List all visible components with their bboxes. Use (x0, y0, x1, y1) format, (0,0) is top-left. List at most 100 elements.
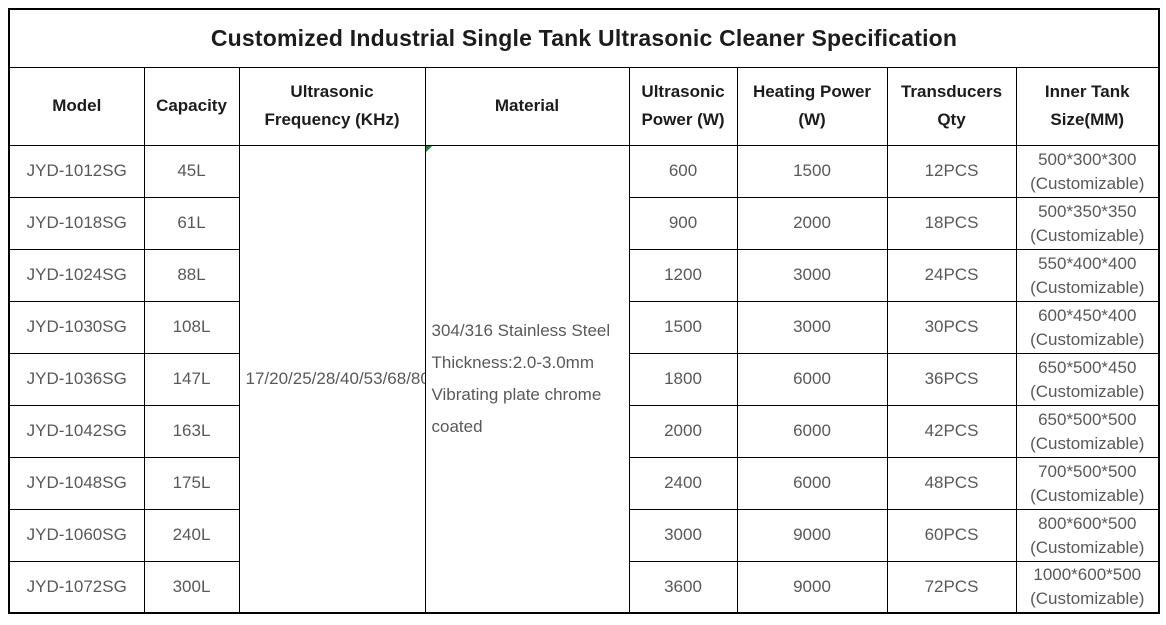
heating-power-cell: 9000 (736, 508, 888, 562)
ultrasonic-power-cell: 2000 (628, 404, 738, 458)
ultrasonic-power-cell: 1500 (628, 300, 738, 354)
transducers-cell: 42PCS (886, 404, 1017, 458)
model-cell: JYD-1030SG (8, 300, 145, 354)
tank-size-note: (Customizable) (1030, 485, 1145, 505)
col-header-model: Model (8, 66, 145, 146)
model-cell: JYD-1042SG (8, 404, 145, 458)
ultrasonic-power-cell: 900 (628, 196, 738, 250)
transducers-cell: 30PCS (886, 300, 1017, 354)
col-header-ultrasonic-power: Ultrasonic Power (W) (628, 66, 738, 146)
heating-power-cell: 9000 (736, 560, 888, 614)
header-row: Model Capacity Ultrasonic Frequency (KHz… (8, 66, 1160, 146)
tank-size-value: 1000*600*500 (1033, 565, 1142, 585)
ultrasonic-power-cell: 1200 (628, 248, 738, 302)
ultrasonic-power-cell: 1800 (628, 352, 738, 406)
ultrasonic-power-cell: 3000 (628, 508, 738, 562)
table-row: JYD-1042SG 163L 2000 6000 42PCS 650*500*… (8, 404, 1160, 458)
model-cell: JYD-1012SG (8, 144, 145, 198)
transducers-cell: 12PCS (886, 144, 1017, 198)
tank-size-value: 600*450*400 (1038, 305, 1137, 325)
tank-size-note: (Customizable) (1030, 277, 1145, 297)
transducers-cell: 48PCS (886, 456, 1017, 510)
col-header-transducers: Transducers Qty (886, 66, 1017, 146)
heating-power-cell: 1500 (736, 144, 888, 198)
col-header-inner-tank-line1: Inner Tank (1044, 82, 1130, 101)
col-header-ultrasonic-power-line2: Power (W) (641, 110, 725, 129)
col-header-transducers-line2: Qty (937, 110, 966, 129)
col-header-heating-power-line1: Heating Power (752, 82, 872, 101)
tank-size-note: (Customizable) (1030, 537, 1145, 557)
model-cell: JYD-1024SG (8, 248, 145, 302)
model-cell: JYD-1072SG (8, 560, 145, 614)
col-header-material: Material (424, 66, 630, 146)
transducers-cell: 72PCS (886, 560, 1017, 614)
tank-size-value: 800*600*500 (1038, 513, 1137, 533)
table-row: JYD-1030SG 108L 1500 3000 30PCS 600*450*… (8, 300, 1160, 354)
table-row: JYD-1024SG 88L 1200 3000 24PCS 550*400*4… (8, 248, 1160, 302)
page-title: Customized Industrial Single Tank Ultras… (8, 8, 1160, 68)
table-row: JYD-1072SG 300L 3600 9000 72PCS 1000*600… (8, 560, 1160, 614)
capacity-cell: 45L (143, 144, 240, 198)
tank-size-value: 650*500*500 (1038, 409, 1137, 429)
heating-power-cell: 2000 (736, 196, 888, 250)
capacity-cell: 108L (143, 300, 240, 354)
title-row: Customized Industrial Single Tank Ultras… (8, 8, 1160, 68)
tank-size-value: 650*500*450 (1038, 357, 1137, 377)
capacity-cell: 61L (143, 196, 240, 250)
model-cell: JYD-1060SG (8, 508, 145, 562)
tank-size-note: (Customizable) (1030, 589, 1145, 609)
heating-power-cell: 3000 (736, 248, 888, 302)
heating-power-cell: 6000 (736, 352, 888, 406)
table-row: JYD-1012SG 45L 17/20/25/28/40/53/68/80/1… (8, 144, 1160, 614)
material-merged-cell: 304/316 Stainless Steel Thickness:2.0-3.… (424, 144, 630, 614)
tank-size-cell: 600*450*400 (Customizable) (1015, 300, 1160, 354)
capacity-cell: 175L (143, 456, 240, 510)
tank-size-value: 550*400*400 (1038, 253, 1137, 273)
capacity-cell: 240L (143, 508, 240, 562)
tank-size-cell: 650*500*500 (Customizable) (1015, 404, 1160, 458)
table-row: JYD-1060SG 240L 3000 9000 60PCS 800*600*… (8, 508, 1160, 562)
tank-size-note: (Customizable) (1030, 329, 1145, 349)
tank-size-cell: 650*500*450 (Customizable) (1015, 352, 1160, 406)
heating-power-cell: 6000 (736, 456, 888, 510)
col-header-capacity: Capacity (143, 66, 240, 146)
capacity-cell: 300L (143, 560, 240, 614)
transducers-cell: 36PCS (886, 352, 1017, 406)
tank-size-cell: 550*400*400 (Customizable) (1015, 248, 1160, 302)
tank-size-cell: 800*600*500 (Customizable) (1015, 508, 1160, 562)
ultrasonic-power-cell: 3600 (628, 560, 738, 614)
col-header-heating-power: Heating Power (W) (736, 66, 888, 146)
capacity-cell: 88L (143, 248, 240, 302)
col-header-inner-tank: Inner Tank Size(MM) (1015, 66, 1160, 146)
tank-size-value: 500*300*300 (1038, 149, 1137, 169)
tank-size-value: 500*350*350 (1038, 201, 1137, 221)
col-header-inner-tank-line2: Size(MM) (1050, 110, 1125, 129)
transducers-cell: 18PCS (886, 196, 1017, 250)
table-row: JYD-1018SG 61L 900 2000 18PCS 500*350*35… (8, 196, 1160, 250)
tank-size-cell: 1000*600*500 (Customizable) (1015, 560, 1160, 614)
model-cell: JYD-1036SG (8, 352, 145, 406)
tank-size-value: 700*500*500 (1038, 461, 1137, 481)
tank-size-note: (Customizable) (1030, 381, 1145, 401)
frequency-value: 17/20/25/28/40/53/68/80/100/132/170/200K… (245, 368, 425, 388)
ultrasonic-power-cell: 2400 (628, 456, 738, 510)
col-header-frequency-line1: Ultrasonic (290, 82, 374, 101)
col-header-frequency-line2: Frequency (KHz) (264, 110, 400, 129)
ultrasonic-power-cell: 600 (628, 144, 738, 198)
tank-size-note: (Customizable) (1030, 225, 1145, 245)
col-header-heating-power-line2: (W) (798, 110, 826, 129)
tank-size-cell: 500*350*350 (Customizable) (1015, 196, 1160, 250)
green-corner-indicator-icon (426, 146, 432, 152)
capacity-cell: 147L (143, 352, 240, 406)
model-cell: JYD-1048SG (8, 456, 145, 510)
col-header-frequency: Ultrasonic Frequency (KHz) (238, 66, 426, 146)
model-cell: JYD-1018SG (8, 196, 145, 250)
material-value: 304/316 Stainless Steel Thickness:2.0-3.… (431, 320, 611, 436)
heating-power-cell: 6000 (736, 404, 888, 458)
transducers-cell: 24PCS (886, 248, 1017, 302)
tank-size-cell: 500*300*300 (Customizable) (1015, 144, 1160, 198)
capacity-cell: 163L (143, 404, 240, 458)
tank-size-note: (Customizable) (1030, 433, 1145, 453)
tank-size-note: (Customizable) (1030, 173, 1145, 193)
transducers-cell: 60PCS (886, 508, 1017, 562)
